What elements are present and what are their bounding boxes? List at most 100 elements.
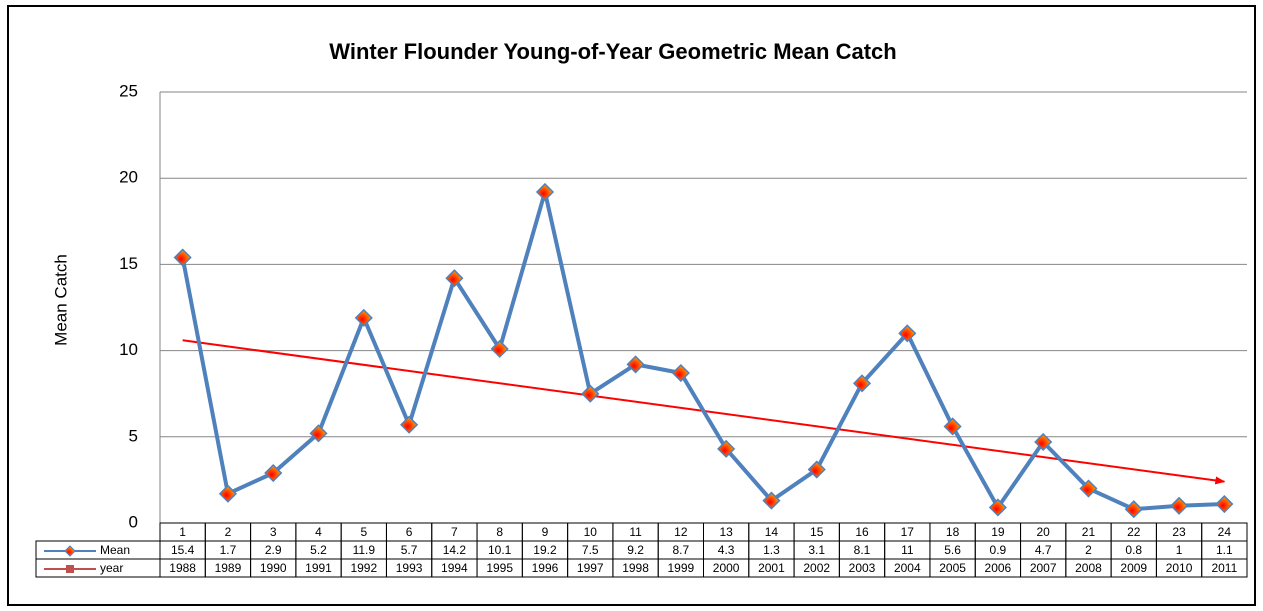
x-tick-label: 13 <box>719 525 733 539</box>
y-tick-label: 15 <box>119 254 138 273</box>
table-value: 1991 <box>305 561 332 575</box>
data-point <box>717 439 736 458</box>
table-value: 1993 <box>396 561 423 575</box>
x-tick-label: 12 <box>674 525 688 539</box>
data-point <box>354 308 373 327</box>
data-point <box>988 498 1007 517</box>
data-point <box>581 384 600 403</box>
x-tick-label: 14 <box>765 525 779 539</box>
legend-label: Mean <box>100 543 130 557</box>
data-point <box>1124 500 1143 519</box>
data-point <box>898 324 917 343</box>
x-tick-label: 6 <box>406 525 413 539</box>
table-value: 8.7 <box>673 543 690 557</box>
data-point <box>1079 479 1098 498</box>
table-value: 5.6 <box>944 543 961 557</box>
table-value: 2006 <box>985 561 1012 575</box>
y-tick-label: 0 <box>129 512 138 531</box>
x-tick-label: 11 <box>629 525 642 539</box>
table-value: 2002 <box>803 561 830 575</box>
table-value: 2010 <box>1166 561 1193 575</box>
table-value: 2004 <box>894 561 921 575</box>
chart-title: Winter Flounder Young-of-Year Geometric … <box>329 39 896 64</box>
data-point <box>490 339 509 358</box>
table-value: 2007 <box>1030 561 1057 575</box>
table-value: 1 <box>1176 543 1183 557</box>
x-tick-label: 18 <box>946 525 960 539</box>
table-value: 4.3 <box>718 543 735 557</box>
table-value: 2000 <box>713 561 740 575</box>
data-point <box>309 424 328 443</box>
table-cell <box>1201 558 1248 578</box>
data-point <box>852 374 872 393</box>
table-value: 1992 <box>350 561 377 575</box>
x-tick-label: 4 <box>315 525 322 539</box>
x-tick-label: 22 <box>1127 525 1141 539</box>
data-point <box>1169 496 1189 515</box>
x-tick-label: 3 <box>270 525 277 539</box>
legend-label: year <box>100 561 123 575</box>
table-value: 14.2 <box>443 543 467 557</box>
table-value: 7.5 <box>582 543 599 557</box>
table-value: 3.1 <box>808 543 825 557</box>
table-value: 0.9 <box>990 543 1007 557</box>
x-tick-label: 16 <box>855 525 869 539</box>
x-tick-label: 21 <box>1082 525 1096 539</box>
y-tick-label: 25 <box>119 81 138 100</box>
x-tick-label: 1 <box>179 525 186 539</box>
table-value: 2005 <box>939 561 966 575</box>
data-point <box>1034 432 1053 452</box>
table-value: 9.2 <box>627 543 644 557</box>
table-value: 1997 <box>577 561 604 575</box>
legend-marker <box>64 545 76 557</box>
table-value: 1.3 <box>763 543 780 557</box>
x-tick-label: 2 <box>225 525 232 539</box>
table-value: 2.9 <box>265 543 282 557</box>
table-value: 19.2 <box>533 543 557 557</box>
legend-marker <box>66 565 74 573</box>
table-value: 1996 <box>532 561 559 575</box>
table-value: 0.8 <box>1125 543 1142 557</box>
y-axis-label: Mean Catch <box>51 254 70 346</box>
data-point <box>671 363 690 383</box>
table-value: 1999 <box>668 561 695 575</box>
table-value: 1998 <box>622 561 649 575</box>
table-value: 1989 <box>215 561 242 575</box>
data-point <box>264 463 283 483</box>
frame <box>7 5 1256 606</box>
table-value: 10.1 <box>488 543 512 557</box>
table-value: 8.1 <box>854 543 871 557</box>
table-value: 1.1 <box>1216 543 1233 557</box>
data-point <box>807 460 826 479</box>
x-tick-label: 15 <box>810 525 824 539</box>
data-point <box>762 491 781 510</box>
x-tick-label: 20 <box>1037 525 1051 539</box>
y-tick-label: 10 <box>119 340 138 359</box>
x-tick-label: 17 <box>901 525 915 539</box>
table-value: 5.2 <box>310 543 327 557</box>
table-value: 1988 <box>169 561 196 575</box>
x-tick-label: 5 <box>360 525 367 539</box>
x-tick-label: 9 <box>542 525 549 539</box>
table-value: 2 <box>1085 543 1092 557</box>
table-value: 5.7 <box>401 543 418 557</box>
x-tick-label: 7 <box>451 525 458 539</box>
data-point <box>626 355 645 374</box>
series-line <box>180 189 1225 512</box>
data-point <box>445 269 464 288</box>
data-point <box>1215 494 1234 514</box>
table-value: 2008 <box>1075 561 1102 575</box>
x-tick-label: 24 <box>1218 525 1232 539</box>
data-point <box>400 415 419 434</box>
x-tick-label: 8 <box>496 525 503 539</box>
table-value: 11.9 <box>353 543 376 557</box>
table-value: 1990 <box>260 561 287 575</box>
data-point <box>173 248 192 267</box>
table-value: 15.4 <box>171 543 195 557</box>
table-value: 2011 <box>1211 561 1237 575</box>
data-point <box>218 484 237 503</box>
x-tick-label: 23 <box>1172 525 1186 539</box>
y-tick-label: 20 <box>119 168 138 187</box>
x-tick-label: 10 <box>584 525 598 539</box>
